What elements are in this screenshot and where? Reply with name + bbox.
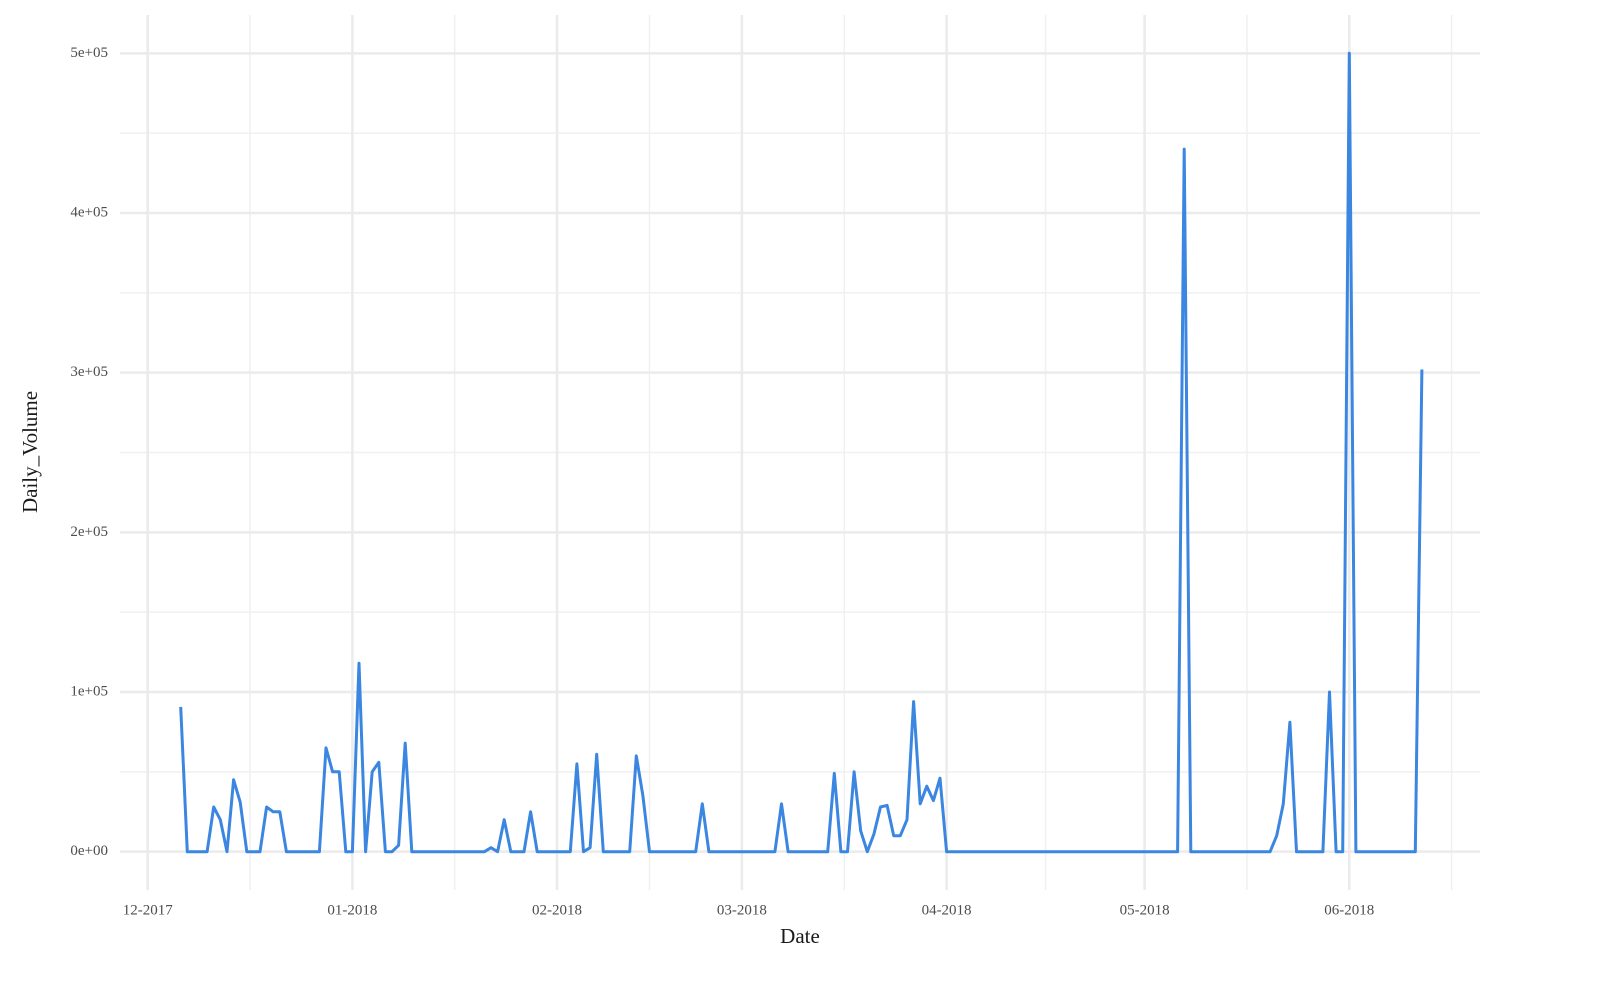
y-tick-label: 0e+00 — [70, 843, 108, 859]
x-axis-title: Date — [780, 924, 820, 948]
y-tick-label: 5e+05 — [70, 45, 108, 61]
x-tick-label: 05-2018 — [1120, 902, 1170, 918]
x-tick-label: 12-2017 — [123, 902, 173, 918]
x-tick-label: 06-2018 — [1324, 902, 1374, 918]
x-tick-label: 03-2018 — [717, 902, 767, 918]
y-axis-title: Daily_Volume — [18, 391, 42, 513]
y-tick-label: 1e+05 — [70, 683, 108, 699]
data-line — [179, 51, 1424, 854]
x-tick-label: 02-2018 — [532, 902, 582, 918]
y-tick-label: 3e+05 — [70, 364, 108, 380]
y-tick-label: 2e+05 — [70, 524, 108, 540]
x-tick-label: 01-2018 — [327, 902, 377, 918]
y-tick-label: 4e+05 — [70, 204, 108, 220]
x-tick-label: 04-2018 — [922, 902, 972, 918]
